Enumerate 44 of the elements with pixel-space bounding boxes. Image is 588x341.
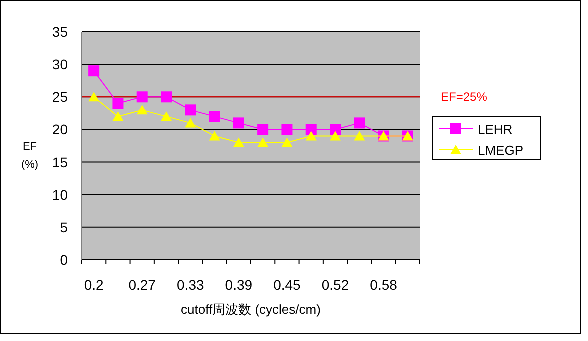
x-tick-label: 0.45 <box>274 277 302 293</box>
point <box>88 66 100 77</box>
point <box>306 131 317 141</box>
point <box>282 138 293 148</box>
point <box>209 131 220 141</box>
point <box>136 105 148 115</box>
point <box>185 104 196 116</box>
ref-line-label: EF=25% <box>441 90 488 104</box>
x-tick-label: 0.27 <box>128 277 156 293</box>
point <box>161 92 172 103</box>
point <box>88 92 100 102</box>
point <box>233 138 244 148</box>
y-tick-label: 25 <box>52 89 68 106</box>
x-tick-label: 0.33 <box>177 277 204 293</box>
y-tick-label: 20 <box>52 122 68 138</box>
y-axis-title: EF (%) <box>21 141 39 171</box>
point <box>136 92 148 103</box>
legend-label: LMEGP <box>478 143 524 158</box>
point <box>354 131 366 141</box>
legend-label: LEHR <box>478 122 513 137</box>
y-tick-label: 5 <box>60 219 68 236</box>
y-tick-label: 15 <box>52 154 68 170</box>
x-tick-label: 0.52 <box>322 277 350 293</box>
y-tick-label: 0 <box>60 252 68 268</box>
point <box>306 124 317 136</box>
point <box>354 118 366 129</box>
x-tick-label: 0.58 <box>370 277 398 293</box>
point <box>209 111 220 122</box>
y-tick-label: 30 <box>52 56 68 73</box>
point <box>330 131 341 141</box>
point <box>282 124 293 136</box>
point <box>330 124 341 136</box>
point <box>185 118 196 128</box>
x-tick-label: 0.2 <box>84 277 104 293</box>
point <box>112 98 124 110</box>
y-tick-label: 35 <box>52 24 68 40</box>
y-tick-label: 10 <box>52 186 68 203</box>
x-tick-label: 0.39 <box>225 277 253 293</box>
point <box>258 124 269 136</box>
point <box>112 112 124 122</box>
x-axis-title: cutoff周波数 (cycles/cm) <box>181 302 321 317</box>
point <box>258 138 269 148</box>
point <box>161 112 172 122</box>
point <box>233 118 244 129</box>
